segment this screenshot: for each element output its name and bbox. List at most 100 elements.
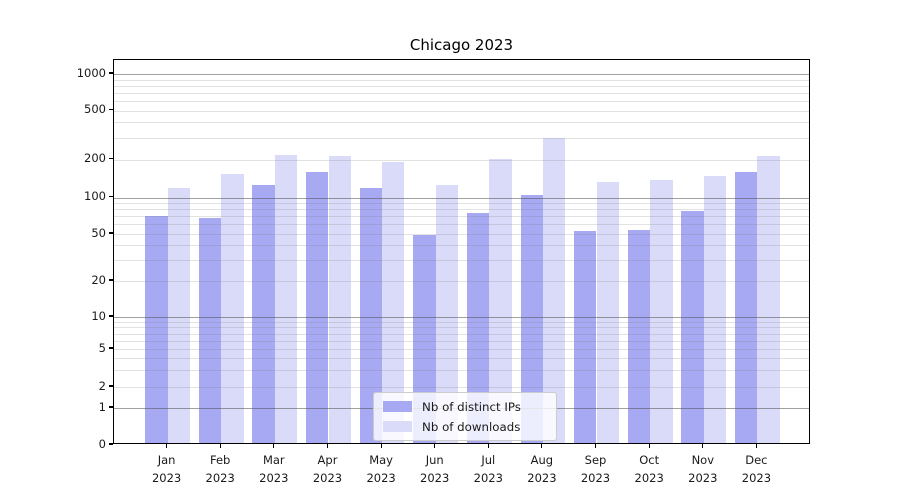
bar-downloads-feb bbox=[221, 174, 244, 443]
bar-distinct-ips-jun bbox=[413, 235, 436, 443]
y-tick-mark bbox=[109, 443, 113, 445]
y-tick-mark bbox=[109, 195, 113, 198]
gridline-minor bbox=[114, 110, 809, 112]
bar-downloads-nov bbox=[703, 175, 727, 443]
bar-distinct-ips-sep bbox=[574, 230, 597, 443]
x-tick-mark bbox=[380, 444, 382, 448]
x-tick-mark bbox=[594, 444, 597, 448]
gridline-minor bbox=[114, 209, 809, 211]
x-tick-label-sep: Sep 2023 bbox=[580, 453, 611, 485]
bar-downloads-mar bbox=[274, 154, 298, 443]
y-tick-mark bbox=[109, 232, 113, 234]
gridline-minor bbox=[114, 281, 809, 282]
x-tick-label-feb: Feb 2023 bbox=[205, 453, 235, 485]
gridline-minor bbox=[114, 327, 809, 329]
gridline-minor bbox=[114, 159, 809, 161]
gridline-minor bbox=[114, 92, 809, 94]
bar-distinct-ips-feb bbox=[198, 218, 222, 443]
legend-item-distinct-ips: Nb of distinct IPs bbox=[383, 398, 547, 415]
gridline-minor bbox=[114, 333, 809, 335]
bar-distinct-ips-apr bbox=[306, 171, 329, 443]
gridline-minor bbox=[114, 79, 809, 81]
gridline-minor bbox=[114, 100, 809, 102]
y-tick-mark bbox=[109, 385, 113, 387]
y-tick-label-5: 5 bbox=[98, 340, 106, 355]
y-tick-label-2: 2 bbox=[98, 378, 106, 393]
gridline-minor bbox=[114, 260, 809, 262]
gridline-minor bbox=[114, 358, 809, 360]
gridline-minor bbox=[114, 387, 809, 388]
x-tick-mark bbox=[648, 444, 650, 448]
legend-swatch-distinct-ips bbox=[383, 400, 412, 413]
bar-downloads-jun bbox=[435, 184, 459, 443]
gridline-minor bbox=[114, 234, 809, 235]
x-tick-mark bbox=[273, 444, 275, 448]
gridline-minor bbox=[114, 245, 809, 247]
x-tick-label-oct: Oct 2023 bbox=[634, 453, 664, 485]
bar-downloads-oct bbox=[650, 180, 673, 443]
legend-label-distinct-ips: Nb of distinct IPs bbox=[422, 399, 521, 414]
y-tick-label-10: 10 bbox=[91, 308, 106, 323]
legend-swatch-downloads bbox=[383, 420, 412, 433]
gridline-minor bbox=[114, 203, 809, 204]
bar-distinct-ips-dec bbox=[735, 171, 758, 443]
x-tick-label-jan: Jan 2023 bbox=[151, 453, 182, 485]
y-tick-mark bbox=[109, 347, 113, 349]
bar-distinct-ips-mar bbox=[252, 185, 275, 443]
gridline-minor bbox=[114, 224, 809, 226]
bar-downloads-dec bbox=[757, 155, 780, 443]
gridline-minor bbox=[114, 137, 809, 139]
gridline-minor bbox=[114, 216, 809, 218]
bar-downloads-aug bbox=[542, 137, 566, 443]
legend-item-downloads: Nb of downloads bbox=[383, 418, 547, 435]
bar-distinct-ips-jan bbox=[145, 215, 168, 443]
x-tick-label-apr: Apr 2023 bbox=[312, 453, 343, 485]
plot-area bbox=[113, 59, 810, 444]
y-tick-mark bbox=[109, 315, 113, 317]
bar-distinct-ips-jul bbox=[466, 212, 490, 443]
x-tick-mark bbox=[166, 444, 168, 448]
bar-downloads-may bbox=[382, 162, 405, 443]
y-tick-label-1: 1 bbox=[98, 399, 106, 414]
bar-distinct-ips-may bbox=[359, 187, 383, 443]
y-tick-label-20: 20 bbox=[91, 272, 106, 287]
y-tick-mark bbox=[109, 72, 113, 74]
y-tick-label-100: 100 bbox=[84, 189, 106, 203]
x-tick-mark bbox=[487, 444, 489, 448]
x-tick-mark bbox=[434, 444, 436, 448]
x-tick-label-jul: Jul 2023 bbox=[473, 453, 503, 485]
x-tick-label-dec: Dec 2023 bbox=[741, 453, 772, 485]
gridline-major bbox=[114, 317, 809, 318]
y-tick-mark bbox=[109, 108, 113, 111]
x-tick-label-aug: Aug 2023 bbox=[527, 453, 557, 485]
y-tick-label-1000: 1000 bbox=[76, 65, 106, 80]
chart-title: Chicago 2023 bbox=[409, 36, 514, 54]
gridline-minor bbox=[114, 370, 809, 372]
x-tick-label-jun: Jun 2023 bbox=[420, 453, 450, 485]
x-tick-mark bbox=[326, 444, 329, 448]
bar-downloads-jan bbox=[167, 188, 190, 443]
y-tick-mark bbox=[109, 406, 113, 408]
x-tick-mark bbox=[702, 444, 704, 448]
y-tick-mark bbox=[109, 157, 113, 160]
gridline-minor bbox=[114, 321, 809, 323]
gridline-minor bbox=[114, 340, 809, 342]
x-tick-mark bbox=[541, 444, 543, 448]
x-tick-label-may: May 2023 bbox=[366, 453, 396, 485]
gridline-major bbox=[114, 197, 809, 199]
y-tick-label-500: 500 bbox=[84, 102, 106, 116]
x-tick-mark bbox=[755, 444, 757, 448]
gridline-minor bbox=[114, 85, 809, 87]
y-axis: 0 1 2 5 10 20 50 100 200 500 1000 bbox=[0, 0, 113, 500]
bar-distinct-ips-aug bbox=[520, 194, 543, 443]
bar-distinct-ips-oct bbox=[627, 229, 651, 443]
x-tick-label-nov: Nov 2023 bbox=[688, 453, 718, 485]
legend-label-downloads: Nb of downloads bbox=[422, 419, 521, 434]
y-tick-mark bbox=[109, 279, 113, 281]
bar-distinct-ips-nov bbox=[681, 210, 704, 443]
y-tick-label-0: 0 bbox=[98, 436, 106, 451]
gridline-major bbox=[114, 74, 809, 75]
y-tick-label-50: 50 bbox=[91, 225, 106, 240]
